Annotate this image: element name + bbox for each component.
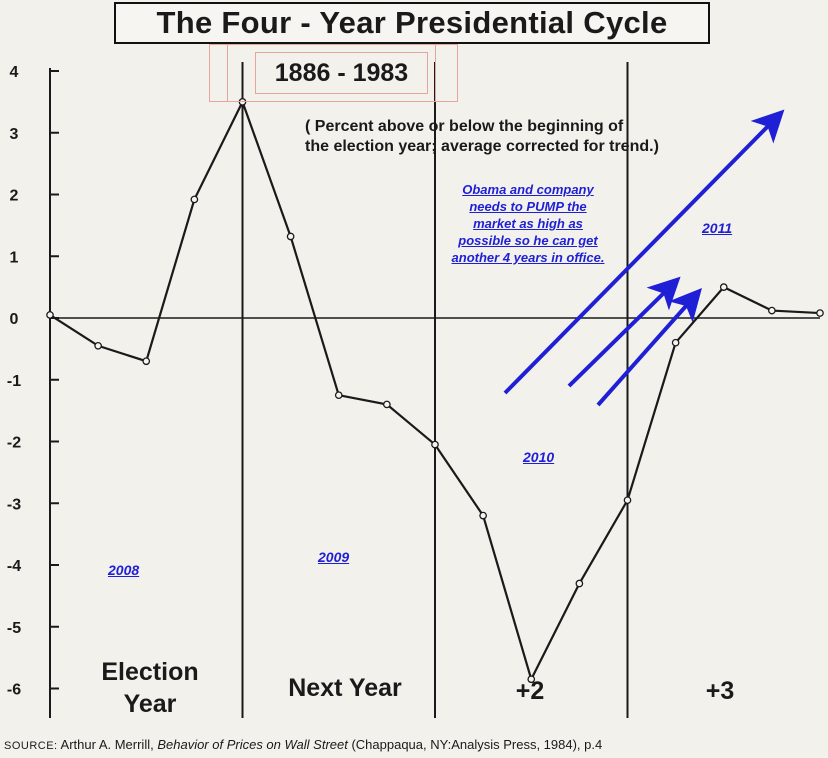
chart-note-line2: the election year; average corrected for…	[305, 138, 659, 155]
year-annotation-2011: 2011	[702, 220, 733, 236]
y-tick-label: -1	[7, 373, 21, 390]
source-publication: (Chappaqua, NY:Analysis Press, 1984), p.…	[347, 737, 603, 752]
upward-arrow-long	[503, 109, 785, 395]
source-citation: SOURCE: Arthur A. Merrill, Behavior of P…	[4, 737, 602, 752]
data-point	[142, 357, 151, 366]
obama-annotation-line: needs to PUMP the	[469, 199, 587, 214]
y-tick-label: 3	[10, 126, 19, 143]
chart-note-line1: ( Percent above or below the beginning o…	[305, 118, 624, 135]
chart-title-box: The Four - Year Presidential Cycle	[114, 2, 710, 44]
data-point	[623, 496, 632, 505]
data-point	[479, 511, 487, 520]
category-label-plus2: +2	[515, 677, 545, 705]
data-point	[190, 195, 199, 204]
obama-annotation: Obama and company needs to PUMP the mark…	[430, 181, 626, 266]
date-range: 1886 - 1983	[274, 58, 409, 87]
source-prefix: SOURCE:	[4, 740, 58, 752]
data-point	[671, 338, 680, 347]
category-label-plus3: +3	[705, 677, 735, 705]
chart-title: The Four - Year Presidential Cycle	[156, 5, 668, 40]
data-point	[286, 232, 295, 241]
y-tick-label: 0	[10, 311, 19, 328]
y-tick-label: -6	[7, 682, 21, 699]
data-point	[46, 311, 54, 319]
data-point	[527, 675, 536, 684]
y-tick-label: -2	[7, 435, 21, 452]
data-point	[719, 283, 728, 291]
category-label-election-year: Election Year	[101, 658, 199, 718]
upward-arrow-mid	[567, 276, 681, 388]
y-tick-label: 4	[10, 64, 19, 81]
y-tick-label: 2	[10, 188, 19, 205]
upward-arrow-short	[596, 288, 702, 407]
data-point	[94, 341, 102, 350]
obama-annotation-line: another 4 years in office.	[451, 250, 605, 265]
year-annotation-2010: 2010	[523, 449, 555, 465]
obama-annotation-line: Obama and company	[462, 182, 594, 197]
data-point	[383, 400, 391, 409]
chart-note: ( Percent above or below the beginning o…	[305, 117, 775, 157]
data-point	[334, 391, 343, 400]
y-tick-label: -5	[7, 620, 21, 637]
data-point	[431, 440, 439, 449]
obama-annotation-line: market as high as	[473, 216, 583, 231]
year-annotation-2009: 2009	[318, 549, 350, 565]
data-point	[768, 306, 776, 315]
date-range-box: 1886 - 1983	[255, 52, 428, 94]
data-point	[816, 309, 824, 317]
category-label-next-year: Next Year	[288, 674, 402, 702]
y-tick-label: -3	[7, 496, 21, 513]
y-tick-label: 1	[10, 249, 19, 266]
data-point	[575, 579, 584, 588]
obama-annotation-line: possible so he can get	[458, 233, 598, 248]
source-author: Arthur A. Merrill,	[57, 737, 158, 752]
year-annotation-2008: 2008	[108, 562, 140, 578]
source-book-title: Behavior of Prices on Wall Street	[157, 737, 348, 752]
y-tick-label: -4	[7, 558, 21, 575]
